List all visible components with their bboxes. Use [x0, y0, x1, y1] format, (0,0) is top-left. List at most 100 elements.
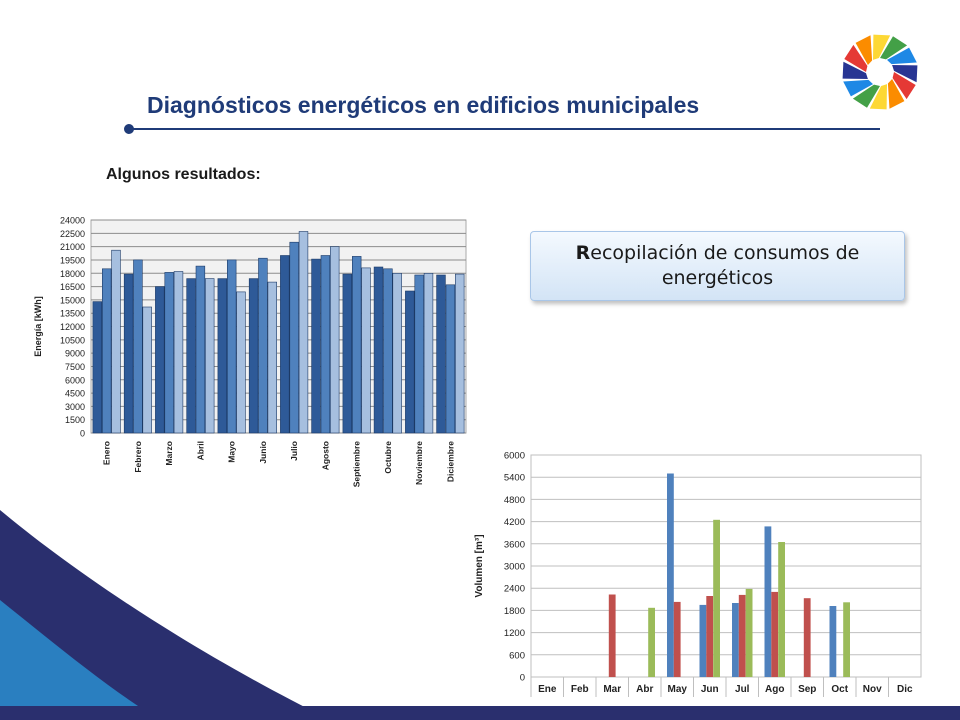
- bar: [248, 278, 259, 434]
- x-tick-label: Abril: [195, 441, 205, 460]
- bar: [829, 606, 837, 677]
- logo-blade: [887, 47, 917, 65]
- bar: [423, 272, 434, 434]
- logo-blade: [842, 61, 868, 79]
- x-tick-label: Mayo: [227, 441, 237, 463]
- bar: [732, 603, 739, 677]
- bar: [745, 588, 753, 677]
- bar: [764, 526, 772, 677]
- bar: [205, 278, 215, 434]
- logo-blade: [852, 84, 880, 108]
- y-tick-label: 4500: [65, 389, 85, 399]
- title-rule-dot: [124, 124, 134, 134]
- logo-blade: [869, 84, 887, 110]
- y-tick-label: 1200: [504, 628, 525, 639]
- logo-blade: [855, 35, 873, 65]
- y-tick-label: 0: [80, 429, 85, 439]
- bar: [454, 273, 465, 434]
- y-tick-label: 3000: [65, 402, 85, 412]
- x-tick-label: Enero: [102, 441, 112, 465]
- bottom-bar: [0, 706, 960, 720]
- bar: [608, 594, 616, 677]
- title-rule: [130, 128, 880, 130]
- x-tick-label: Jul: [735, 684, 750, 695]
- bar: [392, 272, 402, 434]
- logo-blade: [892, 65, 918, 83]
- bar: [227, 259, 237, 434]
- y-tick-label: 19500: [60, 255, 85, 265]
- bar: [373, 266, 384, 434]
- bar: [329, 246, 340, 434]
- logo-blade: [892, 72, 916, 100]
- bar: [667, 473, 674, 677]
- x-tick-label: Mar: [603, 684, 621, 695]
- y-tick-label: 3600: [504, 539, 525, 550]
- bar: [217, 278, 227, 434]
- y-tick-label: 16500: [60, 282, 85, 292]
- y-tick-label: 24000: [60, 216, 85, 226]
- y-tick-label: 6000: [65, 375, 85, 385]
- bar: [133, 259, 143, 434]
- bar: [142, 306, 152, 434]
- bar: [236, 291, 246, 434]
- y-tick-label: 10500: [60, 335, 85, 345]
- x-tick-label: Oct: [831, 684, 848, 695]
- callout-box: Recopilación de consumos de energéticos: [530, 231, 905, 301]
- bar: [436, 274, 446, 434]
- background-wave-light: [0, 600, 160, 720]
- logo-blade: [843, 79, 873, 97]
- y-tick-label: 13500: [60, 309, 85, 319]
- page-title: Diagnósticos energéticos en edificios mu…: [147, 92, 700, 118]
- x-tick-label: Diciembre: [445, 441, 455, 482]
- y-tick-label: 600: [509, 650, 525, 661]
- y-tick-label: 22500: [60, 229, 85, 239]
- bar: [92, 301, 103, 434]
- x-tick-label: Agosto: [320, 441, 330, 470]
- y-tick-label: 7500: [65, 362, 85, 372]
- y-tick-label: 1800: [504, 606, 525, 617]
- x-tick-label: Nov: [863, 684, 882, 695]
- bar: [414, 274, 424, 434]
- bar: [155, 286, 165, 434]
- bar: [311, 258, 321, 434]
- bar: [738, 594, 746, 677]
- y-tick-label: 15000: [60, 295, 85, 305]
- bar: [320, 255, 331, 434]
- bar: [405, 290, 415, 434]
- y-tick-label: 12000: [60, 322, 85, 332]
- y-tick-label: 21000: [60, 242, 85, 252]
- bar: [445, 284, 456, 434]
- bar: [361, 267, 371, 434]
- bar: [102, 268, 112, 434]
- y-tick-label: 5400: [504, 473, 525, 484]
- bar: [713, 519, 720, 678]
- bar: [699, 604, 707, 677]
- bar: [280, 255, 290, 434]
- bar: [123, 273, 134, 434]
- bar: [706, 596, 714, 677]
- logo-blade: [844, 44, 868, 72]
- bar: [771, 591, 779, 677]
- x-tick-label: Sep: [798, 684, 816, 695]
- bar: [258, 257, 268, 434]
- bar: [298, 231, 309, 434]
- y-tick-label: 4200: [504, 517, 525, 528]
- y-tick-label: 1500: [65, 415, 85, 425]
- logo-blade: [880, 36, 908, 60]
- y-tick-label: 9000: [65, 349, 85, 359]
- x-tick-label: Marzo: [164, 441, 174, 466]
- x-tick-label: Dic: [897, 684, 913, 695]
- y-axis-label: Volumen [m³]: [474, 534, 485, 597]
- bar: [673, 601, 681, 677]
- bar: [164, 272, 174, 434]
- bar: [186, 278, 196, 434]
- x-tick-label: Ene: [538, 684, 557, 695]
- bar: [267, 281, 277, 434]
- callout-text: Recopilación de consumos de energéticos: [558, 241, 878, 291]
- section-subtitle: Algunos resultados:: [106, 166, 261, 183]
- x-tick-label: Abr: [636, 684, 653, 695]
